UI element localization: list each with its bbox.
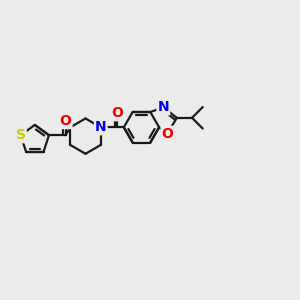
- Text: O: O: [60, 114, 71, 128]
- Text: N: N: [158, 100, 169, 114]
- Text: S: S: [16, 128, 26, 142]
- Text: O: O: [111, 106, 123, 120]
- Text: N: N: [95, 120, 106, 134]
- Text: O: O: [161, 127, 173, 141]
